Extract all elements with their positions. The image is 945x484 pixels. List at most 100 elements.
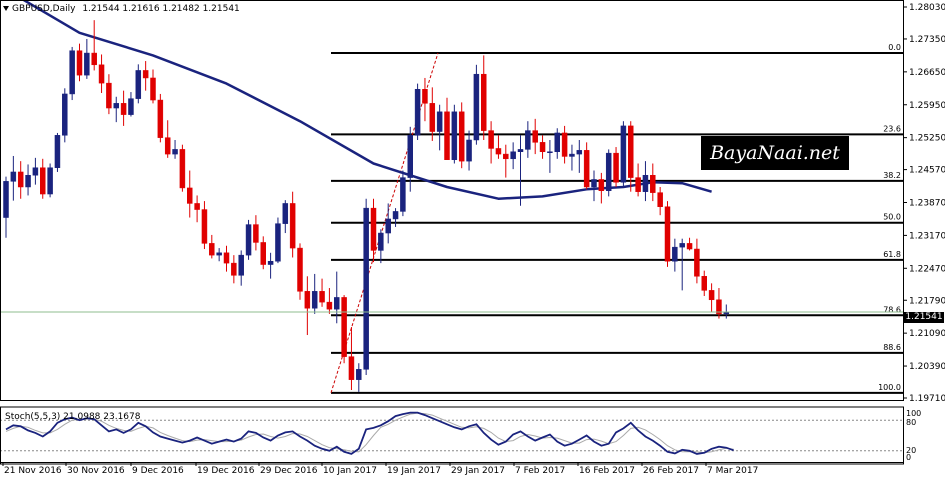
candle-body [532,130,538,143]
chevron-down-icon[interactable] [3,6,9,11]
candle-body [245,224,252,256]
ohlc-values: 1.21544 1.21616 1.21482 1.21541 [82,4,240,14]
x-tick-label: 29 Jan 2017 [451,466,505,476]
stochastic-panel[interactable] [0,411,903,455]
candle-body [591,179,597,188]
y-tick-label: 1.25950 [909,101,945,111]
candle-body [429,103,436,132]
candle-body [517,149,524,152]
candle-body [414,88,421,136]
candle-body [91,52,97,66]
candle-body [561,132,568,157]
stochastic-label: Stoch(5,5,3) 21.0988 23.1678 [5,412,141,422]
x-tick-label: 19 Dec 2016 [197,466,255,476]
candle-body [10,171,17,182]
candle-body [260,242,266,265]
candle-body [620,125,627,183]
x-tick-label: 19 Jan 2017 [387,466,441,476]
fib-level-label: 50.0 [883,213,901,222]
candle-body [209,243,215,256]
candle-body [664,206,671,262]
y-tick-label: 1.25250 [909,134,945,144]
stochastic-scale-bottom: 0 [906,453,912,462]
candle-body [135,70,142,99]
candle-body [62,93,68,136]
candle-body [326,301,333,310]
candle-body [657,192,663,207]
candle-body [223,252,230,264]
candle-body [187,187,193,204]
candle-body [407,135,413,178]
stochastic-panel-frame [0,406,904,465]
candle-body [32,167,39,176]
candle-body [253,224,259,243]
fib-level-label: 61.8 [883,250,901,259]
candle-body [164,137,171,155]
fib-level-label: 100.0 [878,383,901,392]
candle-body [708,290,715,301]
candle-body [98,64,105,84]
candle-body [378,232,384,251]
x-tick-label: 29 Dec 2016 [260,466,318,476]
candle-body [694,248,700,277]
candle-body [605,152,612,192]
candle-body [25,174,31,188]
watermark-text: BayaNaai.net [710,142,840,164]
candle-body [525,130,531,150]
symbol-timeframe: GBPUSD,Daily [12,4,76,14]
candle-body [172,149,178,155]
fib-level-label: 88.6 [883,343,901,352]
candle-body [679,243,685,248]
x-tick-label: 26 Feb 2017 [643,466,699,476]
candle-body [392,211,399,220]
candle-body [473,73,480,141]
candle-body [598,179,605,192]
y-tick-label: 1.23170 [909,231,945,241]
candle-body [635,177,641,192]
candle-body [672,246,678,262]
candle-body [275,223,281,262]
candle-body [341,297,347,357]
candle-body [554,132,560,152]
candle-body [304,291,311,309]
candle-body [76,50,83,76]
candle-body [451,111,458,160]
x-tick-label: 30 Nov 2016 [67,466,125,476]
candle-body [289,203,296,249]
candle-body [150,77,156,101]
fib-level-label: 78.6 [883,305,901,314]
watermark-logo: BayaNaai.net [701,136,849,170]
y-tick-label: 1.19710 [909,394,945,404]
y-tick-label: 1.24570 [909,166,945,176]
y-tick-label: 1.21090 [909,329,945,339]
candle-body [120,103,127,115]
candle-body [422,88,428,104]
stochastic-scale-top: 100 [906,409,922,418]
candle-body [334,297,340,310]
y-tick-label: 1.21790 [909,296,945,306]
candle-body [54,135,61,168]
candle-body [503,153,509,160]
x-tick-label: 9 Dec 2016 [132,466,184,476]
candle-body [642,174,649,192]
candle-body [583,150,590,188]
candle-body [238,254,244,276]
price-panel-frame [0,0,904,401]
candle-body [363,207,369,370]
fib-level-label: 0.0 [888,43,901,52]
fib-level-label: 38.2 [883,171,901,180]
symbol-header: GBPUSD,Daily 1.21544 1.21616 1.21482 1.2… [3,4,240,14]
candle-body [142,70,149,79]
candle-body [17,171,24,188]
candle-body [311,291,318,309]
y-tick-label: 1.22470 [909,264,945,274]
candle-body [47,167,53,195]
candle-body [157,99,164,138]
candle-body [40,167,46,195]
candle-body [297,247,303,292]
stochastic-main-line [5,411,734,455]
candle-body [466,139,472,162]
